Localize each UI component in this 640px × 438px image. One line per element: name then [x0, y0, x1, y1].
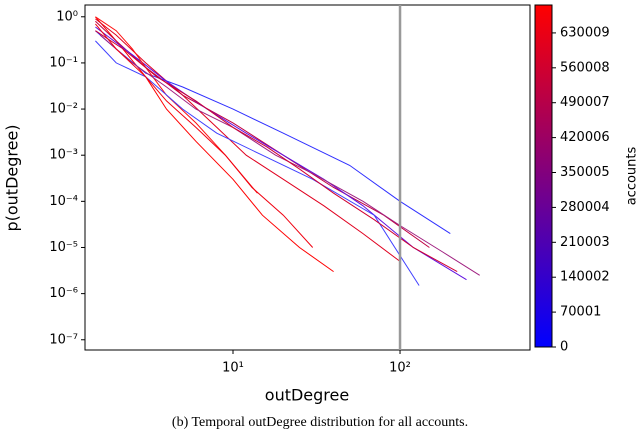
colorbar-tick-label: 0: [560, 340, 568, 355]
series-line: [95, 40, 420, 286]
y-tick-label: 10⁻¹: [49, 55, 78, 70]
series-line: [95, 30, 451, 235]
series-line: [95, 23, 314, 248]
series-line: [95, 16, 334, 273]
colorbar-label: accounts: [625, 146, 640, 205]
series-line: [95, 18, 401, 262]
y-tick-label: 10⁻⁷: [49, 332, 78, 347]
y-tick-label: 10⁻⁵: [49, 240, 78, 255]
colorbar-tick-label: 140002: [560, 270, 610, 285]
series-line: [95, 30, 458, 273]
series-line: [99, 34, 480, 276]
x-tick-label: 10¹: [222, 361, 244, 376]
x-axis-label: outDegree: [265, 386, 349, 405]
line-group: [95, 16, 480, 286]
series-line: [95, 26, 467, 281]
caption: (b) Temporal outDegree distribution for …: [172, 415, 468, 430]
series-line: [95, 20, 430, 248]
series-line: [95, 16, 258, 194]
plot-frame: [84, 4, 531, 351]
x-tick-label: 10²: [389, 361, 411, 376]
colorbar-tick-label: 420006: [560, 130, 610, 145]
colorbar: [534, 4, 553, 348]
colorbar-tick-label: 280004: [560, 200, 610, 215]
y-axis-label: p(outDegree): [3, 124, 22, 231]
colorbar-tick-label: 70001: [560, 305, 601, 320]
colorbar-tick-label: 350005: [560, 165, 610, 180]
y-tick-label: 10⁰: [56, 9, 78, 24]
y-tick-label: 10⁻⁴: [49, 194, 78, 209]
y-tick-label: 10⁻⁶: [49, 286, 78, 301]
colorbar-tick-label: 560008: [560, 60, 610, 75]
y-tick-label: 10⁻²: [49, 102, 78, 117]
colorbar-tick-label: 630009: [560, 25, 610, 40]
colorbar-tick-label: 490007: [560, 95, 610, 110]
colorbar-tick-label: 210003: [560, 235, 610, 250]
y-tick-label: 10⁻³: [49, 148, 78, 163]
